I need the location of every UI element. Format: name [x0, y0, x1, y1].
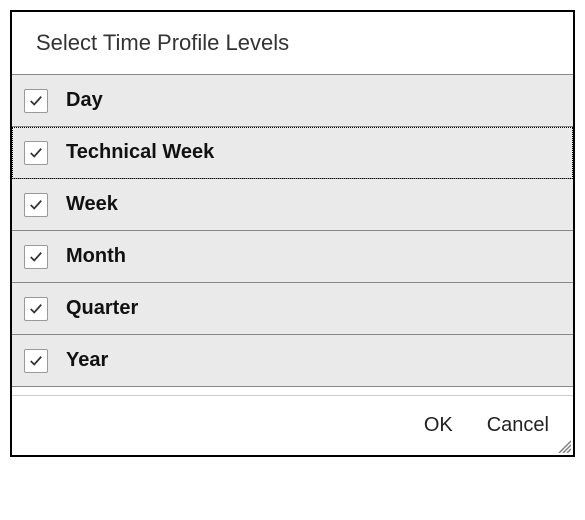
resize-handle[interactable] — [555, 437, 571, 453]
check-icon — [29, 302, 43, 316]
list-item[interactable]: Year — [12, 335, 573, 387]
list-item-label: Week — [66, 193, 118, 216]
list-item-label: Month — [66, 245, 126, 268]
list-spacer — [12, 387, 573, 396]
list-item[interactable]: Week — [12, 179, 573, 231]
cancel-button[interactable]: Cancel — [483, 410, 553, 441]
checkbox[interactable] — [24, 89, 48, 113]
list-item-label: Year — [66, 349, 108, 372]
list-item-label: Technical Week — [66, 141, 214, 164]
time-level-list: Day Technical Week Week Month Quarter Year — [12, 74, 573, 387]
check-icon — [29, 198, 43, 212]
list-item-label: Day — [66, 89, 103, 112]
ok-button[interactable]: OK — [420, 410, 457, 441]
check-icon — [29, 250, 43, 264]
list-item[interactable]: Quarter — [12, 283, 573, 335]
check-icon — [29, 354, 43, 368]
checkbox[interactable] — [24, 245, 48, 269]
list-item-label: Quarter — [66, 297, 138, 320]
check-icon — [29, 146, 43, 160]
list-item[interactable]: Day — [12, 75, 573, 127]
checkbox[interactable] — [24, 349, 48, 373]
check-icon — [29, 94, 43, 108]
list-item[interactable]: Technical Week — [12, 127, 573, 179]
checkbox[interactable] — [24, 141, 48, 165]
dialog-footer: OK Cancel — [12, 396, 573, 455]
checkbox[interactable] — [24, 297, 48, 321]
dialog-title: Select Time Profile Levels — [12, 12, 573, 74]
dialog: Select Time Profile Levels Day Technical … — [10, 10, 575, 457]
checkbox[interactable] — [24, 193, 48, 217]
list-item[interactable]: Month — [12, 231, 573, 283]
